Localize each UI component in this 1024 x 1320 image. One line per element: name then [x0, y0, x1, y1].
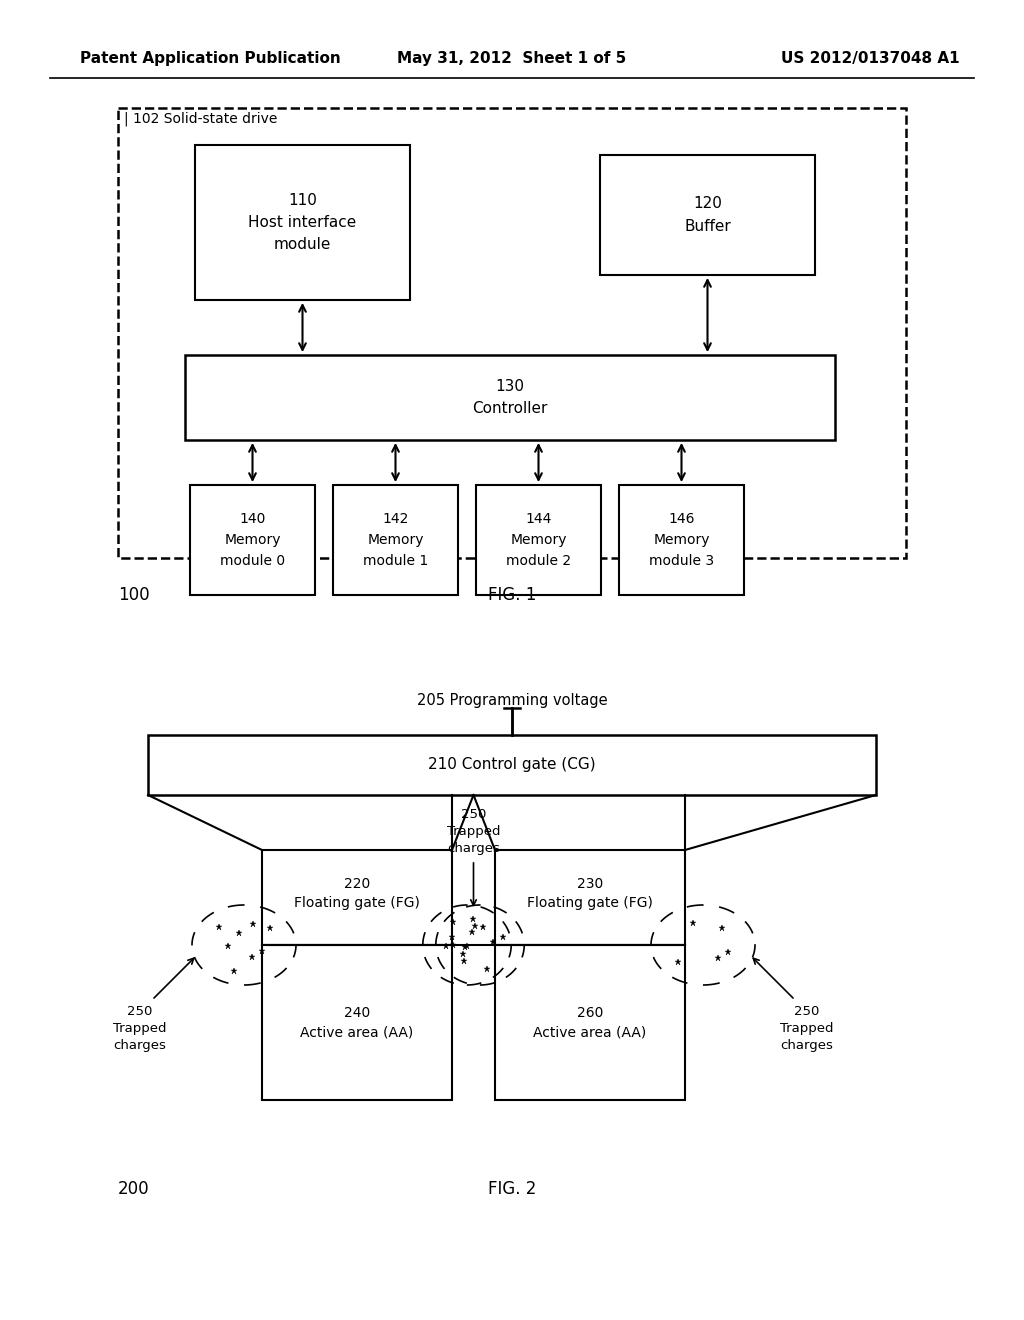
Bar	[476, 484, 601, 595]
Text: 130
Controller: 130 Controller	[472, 379, 548, 416]
Text: 146
Memory
module 3: 146 Memory module 3	[649, 512, 714, 568]
Bar	[190, 484, 315, 595]
Text: May 31, 2012  Sheet 1 of 5: May 31, 2012 Sheet 1 of 5	[397, 50, 627, 66]
Bar	[618, 484, 744, 595]
Text: 200: 200	[118, 1180, 150, 1199]
Text: 144
Memory
module 2: 144 Memory module 2	[506, 512, 571, 568]
Bar	[333, 484, 458, 595]
Text: 210 Control gate (CG): 210 Control gate (CG)	[428, 758, 596, 772]
Text: 260
Active area (AA): 260 Active area (AA)	[534, 1006, 646, 1039]
Bar	[495, 945, 685, 1100]
Bar	[148, 735, 876, 795]
Bar	[195, 145, 410, 300]
Text: 230
Floating gate (FG): 230 Floating gate (FG)	[527, 876, 653, 911]
Text: FIG. 1: FIG. 1	[487, 586, 537, 605]
Text: | 102 Solid-state drive: | 102 Solid-state drive	[124, 112, 278, 127]
Text: 110
Host interface
module: 110 Host interface module	[249, 193, 356, 252]
Bar	[185, 355, 835, 440]
Text: 250
Trapped
charges: 250 Trapped charges	[446, 808, 501, 855]
Text: 120
Buffer: 120 Buffer	[684, 197, 731, 234]
Bar	[600, 154, 815, 275]
Text: 250
Trapped
charges: 250 Trapped charges	[780, 1005, 834, 1052]
Text: 250
Trapped
charges: 250 Trapped charges	[114, 1005, 167, 1052]
Text: US 2012/0137048 A1: US 2012/0137048 A1	[781, 50, 961, 66]
Text: Patent Application Publication: Patent Application Publication	[80, 50, 341, 66]
Text: 220
Floating gate (FG): 220 Floating gate (FG)	[294, 876, 420, 911]
Text: 240
Active area (AA): 240 Active area (AA)	[300, 1006, 414, 1039]
Text: 142
Memory
module 1: 142 Memory module 1	[362, 512, 428, 568]
Bar	[118, 108, 906, 558]
Text: 205 Programming voltage: 205 Programming voltage	[417, 693, 607, 708]
Bar	[262, 945, 452, 1100]
Text: 100: 100	[118, 586, 150, 605]
Bar	[495, 850, 685, 945]
Bar	[262, 850, 452, 945]
Text: 140
Memory
module 0: 140 Memory module 0	[220, 512, 285, 568]
Text: FIG. 2: FIG. 2	[487, 1180, 537, 1199]
